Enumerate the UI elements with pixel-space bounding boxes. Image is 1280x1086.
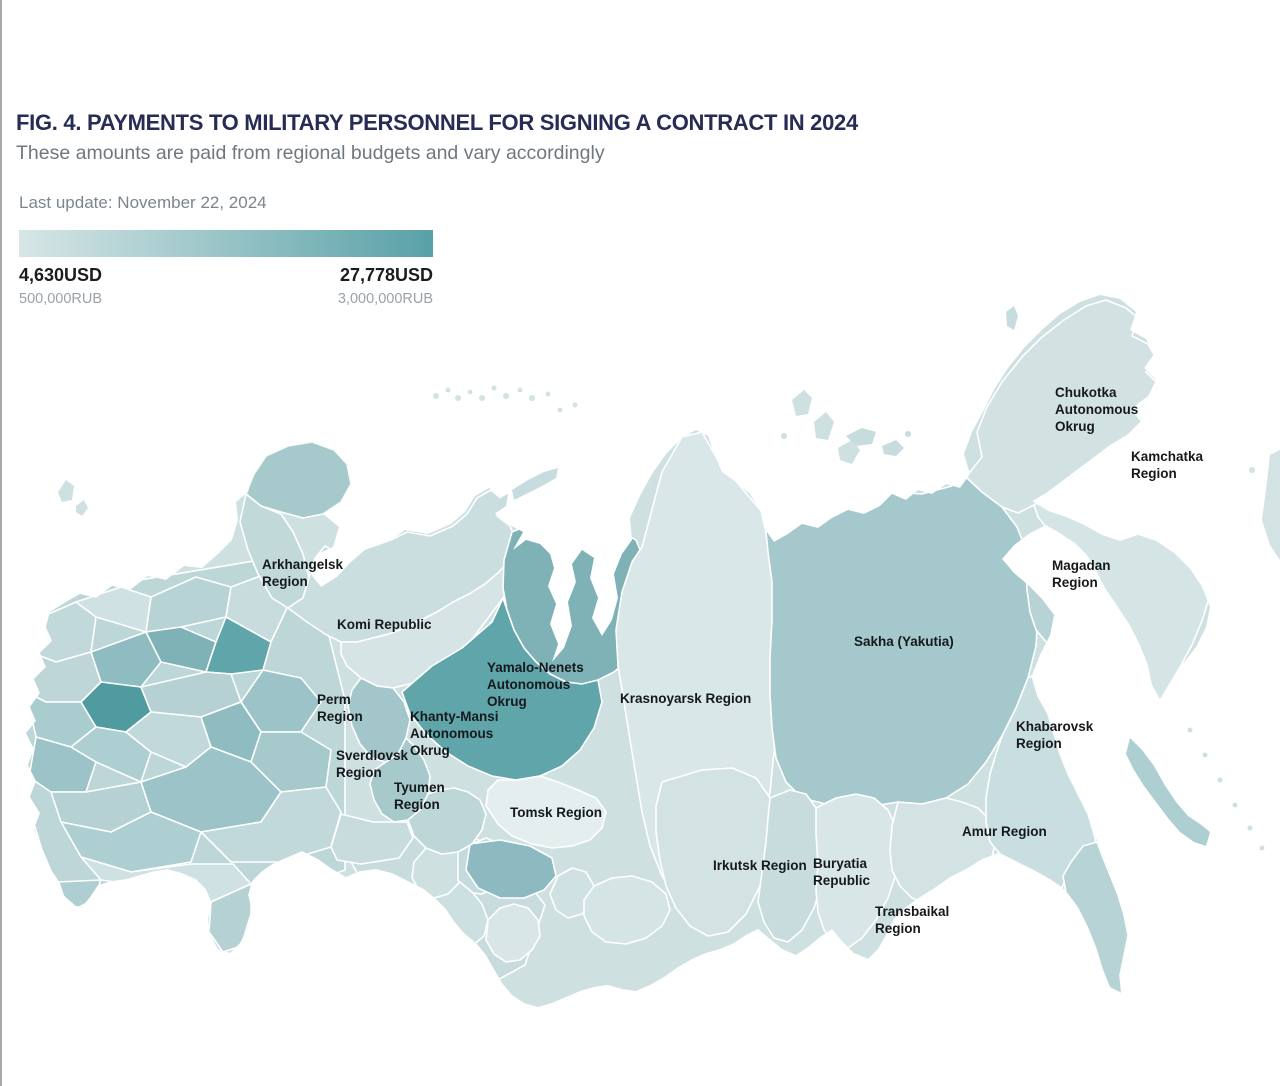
- region-transbaikal: [815, 793, 901, 949]
- islands-new-siberian: [846, 428, 911, 456]
- legend-gradient-bar: [19, 230, 433, 257]
- region-tyumen: [407, 787, 487, 855]
- map-label-amur: Amur Region: [962, 824, 1047, 839]
- region-cell: [465, 839, 557, 899]
- map-label-yamalo_nenets: Yamalo-Nenets Autonomous Okrug: [487, 660, 584, 709]
- legend-min-usd: 4,630USD: [19, 265, 103, 285]
- island: [58, 480, 74, 502]
- map-label-sverdlovsk: Sverdlovsk Region: [336, 748, 409, 780]
- island-wrangel: [1006, 306, 1018, 330]
- islands-severnaya-zemlya: [781, 390, 860, 464]
- map-label-chukotka: Chukotka Autonomous Okrug: [1055, 385, 1138, 434]
- legend-max-usd: 27,778USD: [339, 265, 433, 285]
- map-label-arkhangelsk: Arkhangelsk Region: [262, 557, 344, 589]
- region-khanty-mansi: [401, 597, 603, 781]
- color-legend: 4,630USD 500,000RUB 27,778USD 3,000,000R…: [19, 230, 433, 307]
- island: [1249, 467, 1255, 473]
- figure-header: FIG. 4. PAYMENTS TO MILITARY PERSONNEL F…: [16, 110, 1016, 165]
- map-label-khanty_mansi: Khanty-Mansi Autonomous Okrug: [410, 709, 499, 758]
- figure-subtitle: These amounts are paid from regional bud…: [16, 142, 605, 165]
- map-label-buryatia: Buryatia Republic: [813, 856, 870, 888]
- map-label-irkutsk: Irkutsk Region: [713, 858, 807, 873]
- region-primorye: [1062, 841, 1129, 996]
- map-label-sakha: Sakha (Yakutia): [854, 634, 954, 649]
- map-label-tomsk: Tomsk Region: [510, 805, 602, 820]
- region-amur: [889, 797, 997, 905]
- legend-max-rub: 3,000,000RUB: [337, 291, 433, 307]
- legend-min: 4,630USD 500,000RUB: [19, 265, 102, 307]
- region-cell: [57, 879, 102, 909]
- region-cell: [485, 903, 541, 963]
- map-label-kamchatka: Kamchatka Region: [1131, 449, 1204, 481]
- region-buryatia: [757, 789, 825, 943]
- map-label-krasnoyarsk: Krasnoyarsk Region: [620, 691, 751, 706]
- legend-min-rub: 500,000RUB: [19, 291, 103, 307]
- window-edge-line: [0, 0, 2, 1086]
- regions-layer: [26, 299, 1210, 996]
- legend-max: 27,778USD 3,000,000RUB: [338, 265, 433, 307]
- islands-kuril: [1187, 727, 1265, 851]
- region-tuva: [583, 875, 671, 945]
- region-cell: [200, 786, 342, 863]
- figure-title: FIG. 4. PAYMENTS TO MILITARY PERSONNEL F…: [16, 110, 858, 135]
- map-label-komi: Komi Republic: [337, 617, 432, 632]
- island-sakhalin: [1126, 738, 1210, 846]
- island-coast-sliver: [1262, 450, 1280, 560]
- region-murmansk: [245, 441, 352, 519]
- region-tomsk: [485, 775, 607, 849]
- map-label-tyumen: Tyumen Region: [394, 780, 445, 812]
- region-cell: [90, 631, 162, 688]
- map-label-magadan: Magadan Region: [1052, 558, 1111, 590]
- island-novaya-zemlya: [512, 468, 558, 500]
- region-cell: [330, 813, 414, 865]
- map-labels: Arkhangelsk Region Komi Republic Perm Region…: [262, 385, 1204, 936]
- map-label-khabarovsk: Khabarovsk Region: [1016, 719, 1094, 751]
- island: [76, 500, 88, 516]
- map-label-transbaikal: Transbaikal Region: [875, 904, 949, 936]
- region-irkutsk: [655, 767, 775, 937]
- legend-values: 4,630USD 500,000RUB 27,778USD 3,000,000R…: [19, 265, 433, 307]
- last-update-text: Last update: November 22, 2024: [19, 193, 267, 212]
- map-label-perm: Perm Region: [317, 692, 363, 724]
- islands-franz-josef: [433, 385, 578, 413]
